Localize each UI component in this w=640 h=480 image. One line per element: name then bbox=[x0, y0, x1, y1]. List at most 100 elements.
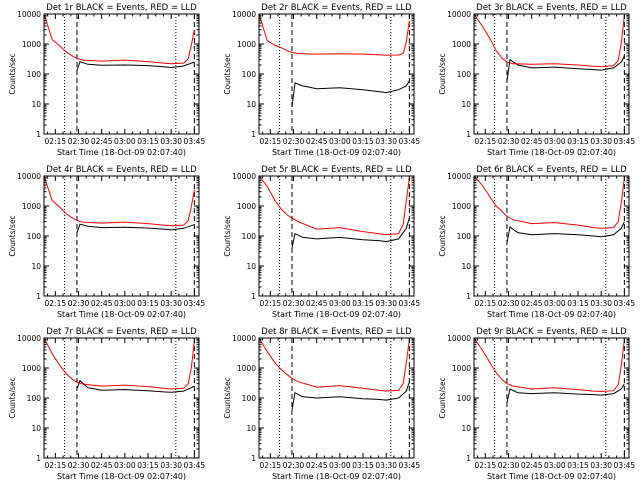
x-tick-label: 03:45 bbox=[399, 461, 421, 470]
x-tick-label: 02:15 bbox=[260, 461, 282, 470]
lld-series-line bbox=[43, 175, 195, 227]
y-tick-label: 10000 bbox=[232, 172, 256, 181]
y-axis-label: Counts/sec bbox=[438, 53, 447, 94]
x-tick-label: 03:00 bbox=[544, 299, 566, 308]
x-tick-label: 03:45 bbox=[614, 461, 636, 470]
panel-title: Det 1r BLACK = Events, RED = LLD bbox=[46, 3, 197, 13]
x-tick-label: 02:45 bbox=[521, 137, 543, 146]
y-tick-label: 10 bbox=[461, 262, 471, 271]
panel-title: Det 2r BLACK = Events, RED = LLD bbox=[261, 3, 412, 13]
x-tick-label: 02:45 bbox=[306, 137, 328, 146]
x-tick-label: 02:15 bbox=[45, 461, 67, 470]
x-tick-label: 03:00 bbox=[544, 461, 566, 470]
y-axis-label: Counts/sec bbox=[8, 53, 17, 94]
y-tick-label: 10000 bbox=[17, 334, 41, 343]
x-tick-label: 02:30 bbox=[68, 137, 90, 146]
panel-title: Det 4r BLACK = Events, RED = LLD bbox=[46, 165, 197, 175]
y-tick-label: 10 bbox=[461, 100, 471, 109]
y-tick-label: 10 bbox=[31, 424, 41, 433]
y-tick-label: 1 bbox=[466, 130, 471, 139]
x-tick-label: 03:15 bbox=[567, 299, 589, 308]
x-tick-label: 03:15 bbox=[137, 137, 159, 146]
lld-series-line bbox=[43, 13, 195, 65]
x-tick-label: 03:45 bbox=[614, 299, 636, 308]
y-tick-label: 10 bbox=[31, 262, 41, 271]
x-axis-label: Start Time (18-Oct-09 02:07:40) bbox=[487, 148, 616, 157]
x-tick-label: 03:45 bbox=[184, 461, 206, 470]
x-tick-label: 03:00 bbox=[114, 461, 136, 470]
x-tick-label: 03:15 bbox=[567, 461, 589, 470]
panel-title: Det 5r BLACK = Events, RED = LLD bbox=[261, 165, 412, 175]
y-tick-label: 100 bbox=[457, 70, 472, 79]
y-tick-label: 1 bbox=[466, 454, 471, 463]
y-tick-label: 100 bbox=[242, 70, 257, 79]
x-tick-label: 03:15 bbox=[352, 299, 374, 308]
x-tick-label: 03:30 bbox=[375, 137, 397, 146]
y-axis-label: Counts/sec bbox=[223, 215, 232, 256]
y-tick-label: 10000 bbox=[447, 334, 471, 343]
panel-title: Det 9r BLACK = Events, RED = LLD bbox=[476, 327, 627, 337]
y-tick-label: 1 bbox=[251, 130, 256, 139]
x-tick-label: 03:30 bbox=[590, 461, 612, 470]
y-tick-label: 1 bbox=[36, 130, 41, 139]
y-tick-label: 100 bbox=[242, 232, 257, 241]
y-tick-label: 100 bbox=[457, 232, 472, 241]
y-tick-label: 10 bbox=[246, 262, 256, 271]
y-tick-label: 1 bbox=[36, 292, 41, 301]
x-axis-label: Start Time (18-Oct-09 02:07:40) bbox=[487, 472, 616, 480]
x-axis-label: Start Time (18-Oct-09 02:07:40) bbox=[272, 472, 401, 480]
y-tick-label: 1000 bbox=[22, 40, 41, 49]
y-tick-label: 100 bbox=[242, 394, 257, 403]
y-tick-label: 10 bbox=[461, 424, 471, 433]
x-tick-label: 02:30 bbox=[283, 137, 305, 146]
x-tick-label: 02:30 bbox=[283, 461, 305, 470]
x-tick-label: 02:45 bbox=[91, 461, 113, 470]
x-tick-label: 03:45 bbox=[399, 137, 421, 146]
x-tick-label: 03:30 bbox=[375, 461, 397, 470]
x-tick-label: 03:00 bbox=[329, 137, 351, 146]
events-series-line bbox=[291, 80, 410, 107]
y-tick-label: 100 bbox=[27, 394, 42, 403]
x-tick-label: 03:30 bbox=[590, 299, 612, 308]
x-tick-label: 02:15 bbox=[45, 299, 67, 308]
y-tick-label: 10000 bbox=[447, 172, 471, 181]
panel: Det 9r BLACK = Events, RED = LLD 1 10 100 10… bbox=[438, 327, 635, 480]
y-axis-label: Counts/sec bbox=[8, 215, 17, 256]
x-tick-label: 02:15 bbox=[260, 137, 282, 146]
panel: Det 4r BLACK = Events, RED = LLD 1 10 100 10… bbox=[8, 165, 205, 319]
lld-series-line bbox=[473, 337, 625, 393]
lld-series-line bbox=[258, 13, 410, 56]
y-axis-label: Counts/sec bbox=[438, 377, 447, 418]
x-tick-label: 02:45 bbox=[306, 299, 328, 308]
lld-series-line bbox=[43, 337, 195, 390]
x-axis-label: Start Time (18-Oct-09 02:07:40) bbox=[57, 310, 186, 319]
panel: Det 6r BLACK = Events, RED = LLD 1 10 100 10… bbox=[438, 165, 635, 319]
events-series-line bbox=[76, 60, 195, 71]
lld-series-line bbox=[258, 337, 410, 392]
x-tick-label: 02:15 bbox=[475, 461, 497, 470]
x-tick-label: 02:30 bbox=[498, 461, 520, 470]
y-axis-label: Counts/sec bbox=[223, 377, 232, 418]
events-series-line bbox=[506, 55, 625, 81]
y-tick-label: 10 bbox=[31, 100, 41, 109]
x-tick-label: 03:45 bbox=[614, 137, 636, 146]
panel: Det 2r BLACK = Events, RED = LLD 1 10 100 10… bbox=[223, 3, 420, 157]
events-series-line bbox=[291, 217, 410, 249]
x-tick-label: 03:00 bbox=[329, 461, 351, 470]
y-tick-label: 10000 bbox=[232, 334, 256, 343]
y-tick-label: 100 bbox=[27, 232, 42, 241]
x-tick-label: 02:45 bbox=[91, 299, 113, 308]
x-tick-label: 02:30 bbox=[498, 137, 520, 146]
y-tick-label: 1000 bbox=[237, 40, 256, 49]
panel-title: Det 3r BLACK = Events, RED = LLD bbox=[476, 3, 627, 13]
x-tick-label: 03:30 bbox=[160, 461, 182, 470]
events-series-line bbox=[506, 383, 625, 403]
events-series-line bbox=[291, 381, 410, 410]
x-axis-label: Start Time (18-Oct-09 02:07:40) bbox=[57, 472, 186, 480]
x-tick-label: 02:30 bbox=[498, 299, 520, 308]
x-tick-label: 02:15 bbox=[475, 137, 497, 146]
panel: Det 7r BLACK = Events, RED = LLD 1 10 100 10… bbox=[8, 327, 205, 480]
x-tick-label: 03:00 bbox=[544, 137, 566, 146]
y-tick-label: 1000 bbox=[22, 364, 41, 373]
